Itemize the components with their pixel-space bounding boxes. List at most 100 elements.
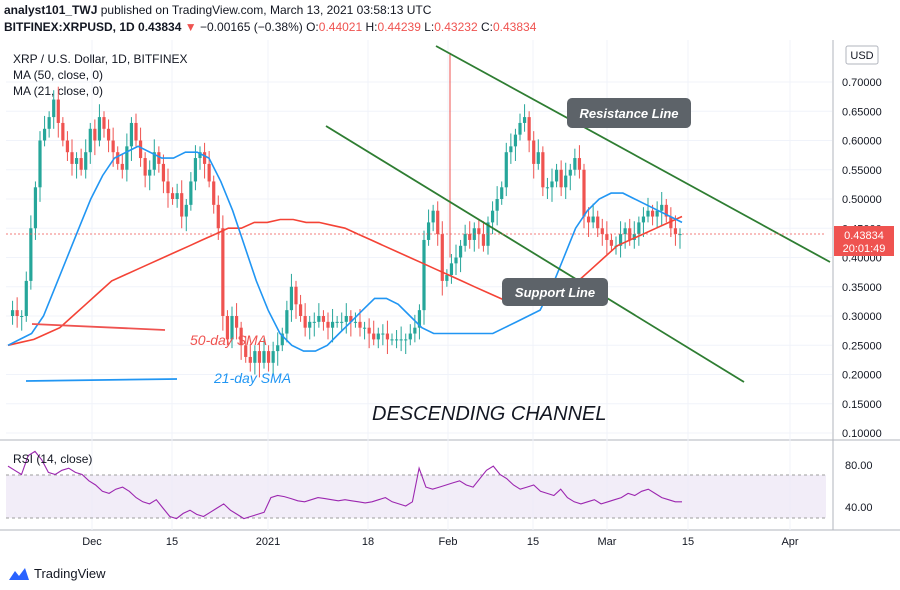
candle-body — [660, 204, 664, 211]
candle-body — [545, 187, 550, 189]
candle-body — [138, 140, 143, 159]
candle-body — [618, 234, 623, 246]
author-name[interactable]: analyst101_TWJ — [4, 3, 98, 17]
candle-body — [650, 210, 655, 217]
open-value: 0.44021 — [318, 20, 363, 34]
candle-body — [225, 316, 230, 340]
channel-label: DESCENDING CHANNEL — [372, 403, 606, 425]
candle-body — [120, 163, 124, 170]
ohlc-line: BITFINEX:XRPUSD, 1D 0.43834 ▼ −0.00165 (… — [4, 20, 536, 34]
price-tick-label: 0.65000 — [842, 106, 882, 118]
time-tick-label: 15 — [527, 536, 539, 548]
candle-body — [573, 158, 577, 170]
candle-body — [646, 210, 650, 217]
candle-body — [582, 169, 586, 217]
candle-body — [157, 152, 161, 164]
grid — [6, 40, 832, 530]
candle-body — [97, 117, 102, 141]
candle-body — [367, 327, 371, 334]
candle-body — [88, 128, 92, 153]
candle-body — [623, 228, 627, 235]
rsi-tick-80: 80.00 — [845, 460, 873, 472]
candles — [10, 52, 682, 378]
candle-body — [65, 140, 70, 153]
close-label: C: — [480, 20, 493, 34]
candle-body — [353, 321, 358, 323]
candle-body — [500, 187, 504, 199]
candle-body — [527, 117, 531, 141]
price-tick-label: 0.55000 — [842, 165, 882, 177]
candle-body — [600, 228, 604, 235]
support-line[interactable] — [325, 125, 745, 383]
resistance-callout[interactable] — [567, 98, 691, 128]
candle-body — [554, 169, 559, 182]
countdown-timer: 20:01:49 — [843, 243, 886, 255]
rsi-legend: RSI (14, close) — [13, 452, 92, 466]
high-value: 0.44239 — [377, 20, 421, 34]
price-tick-label: 0.50000 — [842, 194, 882, 206]
candle-body — [399, 339, 403, 341]
candle-body — [596, 216, 600, 229]
candle-body — [253, 351, 257, 363]
candle-body — [349, 316, 353, 322]
time-tick-label: Dec — [82, 536, 102, 548]
candle-body — [212, 181, 216, 205]
candle-body — [216, 204, 220, 229]
candle-body — [294, 286, 298, 305]
candle-body — [477, 228, 481, 235]
price-tick-label: 0.70000 — [842, 77, 882, 89]
currency-label: USD — [850, 50, 873, 62]
support-callout[interactable] — [502, 278, 608, 306]
currency-badge[interactable] — [845, 45, 879, 65]
candle-body — [303, 316, 307, 328]
time-tick-label: Mar — [598, 536, 617, 548]
candle-body — [257, 351, 262, 363]
candle-body — [564, 175, 568, 188]
candle-body — [202, 152, 207, 164]
candle-body — [358, 321, 362, 328]
candle-body — [404, 339, 408, 341]
candle-body — [532, 140, 536, 164]
candle-body — [326, 321, 330, 328]
price-axis[interactable]: 0.10000 0.15000 0.20000 0.25000 0.30000 0.350… — [842, 77, 882, 440]
candle-body — [166, 181, 170, 194]
candle-body — [312, 321, 316, 323]
tradingview-brand[interactable]: TradingView — [8, 566, 106, 581]
candle-body — [102, 117, 106, 129]
candle-body — [42, 128, 47, 141]
candle-body — [609, 239, 614, 246]
candle-body — [74, 158, 79, 164]
last-price-badge — [834, 226, 894, 256]
candle-body — [148, 169, 152, 176]
candle-body — [550, 181, 554, 188]
candle-body — [198, 152, 202, 159]
candle-body — [289, 286, 294, 311]
candle-body — [568, 169, 572, 176]
candle-body — [184, 204, 188, 217]
price-tick-label: 0.25000 — [842, 340, 882, 352]
candle-body — [47, 117, 51, 129]
candle-body — [321, 316, 326, 322]
candle-body — [454, 257, 458, 264]
time-tick-label: Apr — [781, 536, 798, 548]
candle-body — [106, 128, 111, 141]
candle-body — [93, 128, 97, 141]
low-label: L: — [424, 20, 435, 34]
candle-body — [340, 321, 344, 323]
candle-body — [541, 152, 545, 188]
candle-body — [207, 163, 211, 182]
candle-body — [116, 152, 120, 164]
candle-body — [84, 152, 88, 170]
price-tick-label: 0.20000 — [842, 370, 882, 382]
time-axis[interactable]: Dec 15 2021 18 Feb 15 Mar 15 Apr — [82, 536, 799, 548]
candle-body — [458, 245, 463, 258]
candle-body — [440, 234, 444, 281]
candle-body — [244, 345, 248, 357]
candle-body — [143, 158, 147, 176]
candle-body — [125, 146, 129, 170]
candle-body — [586, 216, 591, 223]
candle-body — [422, 239, 426, 311]
resistance-line[interactable] — [435, 45, 831, 263]
candle-body — [189, 181, 193, 205]
